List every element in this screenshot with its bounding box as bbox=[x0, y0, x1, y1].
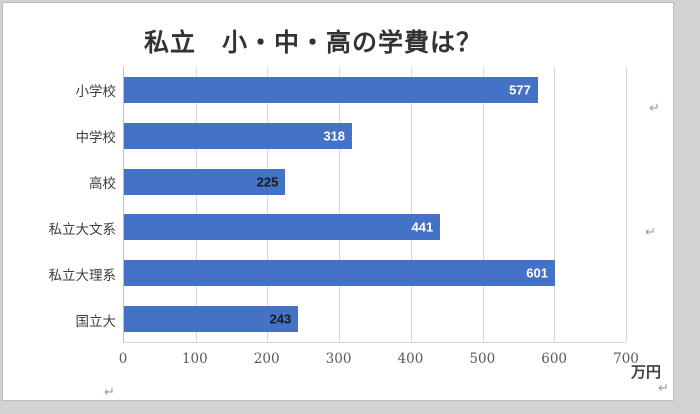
x-tick-label: 200 bbox=[253, 351, 280, 367]
paragraph-return-mark: ↵ bbox=[649, 101, 660, 116]
category-label: 中学校 bbox=[75, 130, 117, 146]
bar[interactable]: 601 bbox=[124, 260, 555, 287]
gridline bbox=[482, 67, 484, 342]
gridline bbox=[554, 67, 556, 342]
category-label: 小学校 bbox=[75, 84, 117, 100]
x-tick-label: 300 bbox=[325, 351, 352, 367]
bar-value-label: 225 bbox=[256, 174, 279, 190]
paragraph-return-mark: ↵ bbox=[104, 385, 115, 400]
gridline bbox=[267, 67, 269, 342]
category-label: 私立大理系 bbox=[48, 268, 117, 284]
gridline bbox=[339, 67, 341, 342]
category-label: 高校 bbox=[89, 176, 116, 192]
paragraph-return-mark: ↵ bbox=[645, 225, 656, 240]
x-tick-label: 700 bbox=[613, 351, 639, 367]
chart-panel[interactable]: 私立 小・中・高の学費は？ 小学校中学校高校私立大文系私立大理系国立大 577 3… bbox=[2, 2, 674, 401]
x-tick-label: 100 bbox=[181, 351, 208, 367]
bars-layer: 577 318 225 441 601 243 bbox=[124, 67, 626, 342]
bar-value-label: 243 bbox=[269, 311, 292, 327]
category-label: 国立大 bbox=[75, 314, 117, 330]
plot-area: 577 318 225 441 601 243 bbox=[123, 67, 627, 343]
bar-row: 601 bbox=[124, 250, 626, 296]
gridline bbox=[195, 67, 197, 342]
bar-value-label: 577 bbox=[509, 82, 531, 98]
x-tick-label: 400 bbox=[397, 351, 424, 367]
chart-title: 私立 小・中・高の学費は？ bbox=[143, 28, 482, 57]
value-axis: 0 100 200 300 400 500 600 700 bbox=[119, 351, 639, 369]
bar-value-label: 601 bbox=[526, 265, 548, 281]
bar[interactable]: 441 bbox=[124, 214, 441, 241]
paragraph-return-mark: ↵ bbox=[658, 381, 669, 396]
bar-row: 577 bbox=[124, 67, 626, 113]
category-axis: 小学校中学校高校私立大文系私立大理系国立大 bbox=[3, 67, 117, 343]
gridline bbox=[410, 67, 412, 342]
x-tick-label: 0 bbox=[118, 351, 128, 367]
bar[interactable]: 577 bbox=[124, 76, 538, 103]
x-tick-label: 600 bbox=[541, 351, 568, 367]
category-label: 私立大文系 bbox=[48, 222, 117, 238]
bar-value-label: 441 bbox=[411, 219, 434, 235]
bar-row: 243 bbox=[124, 296, 626, 342]
gridline bbox=[626, 67, 627, 342]
x-tick-label: 500 bbox=[469, 351, 496, 367]
bar[interactable]: 225 bbox=[124, 168, 286, 195]
gridline-layer bbox=[124, 67, 627, 342]
bar-row: 318 bbox=[124, 113, 626, 159]
bar[interactable]: 318 bbox=[124, 122, 353, 149]
bar-value-label: 318 bbox=[323, 128, 346, 144]
bar[interactable]: 243 bbox=[124, 306, 299, 333]
bar-row: 225 bbox=[124, 159, 626, 205]
bar-row: 441 bbox=[124, 204, 626, 250]
axis-unit-label: 万円 bbox=[630, 363, 661, 381]
